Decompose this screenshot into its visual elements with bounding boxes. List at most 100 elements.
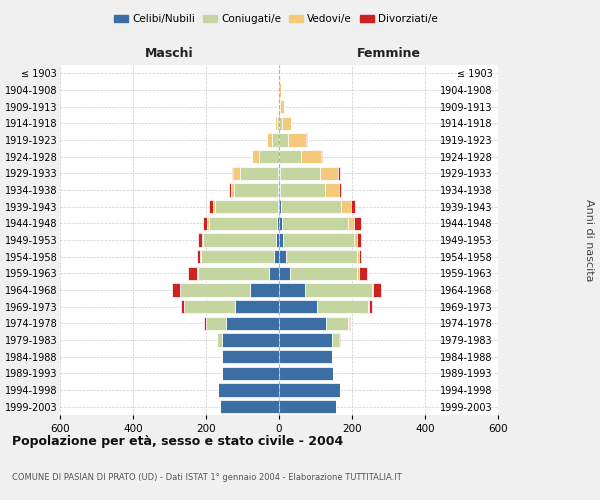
- Bar: [326, 316, 349, 330]
- Bar: [347, 216, 354, 230]
- Bar: [250, 284, 279, 296]
- Text: Maschi: Maschi: [145, 47, 194, 60]
- Bar: [358, 266, 359, 280]
- Bar: [288, 134, 307, 146]
- Bar: [251, 150, 253, 164]
- Bar: [279, 100, 280, 114]
- Bar: [279, 134, 288, 146]
- Bar: [275, 116, 277, 130]
- Bar: [279, 350, 332, 364]
- Bar: [279, 316, 326, 330]
- Bar: [276, 234, 279, 246]
- Bar: [279, 216, 282, 230]
- Bar: [220, 400, 279, 413]
- Bar: [226, 316, 279, 330]
- Bar: [282, 116, 291, 130]
- Bar: [200, 250, 201, 264]
- Bar: [279, 266, 290, 280]
- Bar: [359, 250, 361, 264]
- Bar: [274, 250, 279, 264]
- Bar: [373, 284, 381, 296]
- Bar: [332, 334, 339, 346]
- Bar: [259, 150, 279, 164]
- Bar: [359, 266, 367, 280]
- Bar: [231, 184, 235, 196]
- Bar: [279, 184, 280, 196]
- Bar: [212, 200, 215, 213]
- Bar: [209, 216, 277, 230]
- Bar: [277, 116, 279, 130]
- Bar: [281, 200, 341, 213]
- Bar: [279, 366, 333, 380]
- Bar: [301, 150, 321, 164]
- Bar: [357, 250, 359, 264]
- Bar: [278, 184, 279, 196]
- Bar: [351, 200, 355, 213]
- Bar: [280, 184, 325, 196]
- Bar: [172, 284, 180, 296]
- Bar: [235, 300, 279, 314]
- Bar: [317, 300, 368, 314]
- Bar: [253, 150, 259, 164]
- Bar: [354, 216, 361, 230]
- Bar: [269, 266, 279, 280]
- Bar: [338, 166, 340, 180]
- Bar: [282, 216, 347, 230]
- Bar: [209, 200, 212, 213]
- Bar: [279, 166, 280, 180]
- Bar: [203, 216, 208, 230]
- Bar: [279, 334, 332, 346]
- Text: Anni di nascita: Anni di nascita: [584, 198, 594, 281]
- Bar: [277, 216, 279, 230]
- Bar: [339, 184, 341, 196]
- Bar: [325, 184, 339, 196]
- Bar: [279, 66, 280, 80]
- Bar: [217, 334, 223, 346]
- Bar: [279, 116, 282, 130]
- Bar: [223, 366, 279, 380]
- Bar: [286, 250, 357, 264]
- Bar: [369, 300, 373, 314]
- Bar: [358, 234, 361, 246]
- Text: Popolazione per età, sesso e stato civile - 2004: Popolazione per età, sesso e stato civil…: [12, 435, 343, 448]
- Bar: [320, 166, 338, 180]
- Bar: [184, 300, 235, 314]
- Bar: [280, 84, 281, 96]
- Bar: [240, 166, 278, 180]
- Bar: [278, 166, 279, 180]
- Bar: [280, 100, 284, 114]
- Bar: [278, 100, 279, 114]
- Bar: [278, 200, 279, 213]
- Bar: [279, 150, 301, 164]
- Bar: [203, 234, 276, 246]
- Bar: [349, 316, 350, 330]
- Bar: [268, 134, 272, 146]
- Text: Femmine: Femmine: [356, 47, 421, 60]
- Bar: [223, 334, 279, 346]
- Bar: [280, 166, 320, 180]
- Bar: [206, 316, 226, 330]
- Bar: [341, 200, 351, 213]
- Bar: [208, 216, 209, 230]
- Bar: [181, 284, 250, 296]
- Bar: [233, 166, 240, 180]
- Bar: [279, 400, 335, 413]
- Bar: [279, 300, 317, 314]
- Bar: [197, 234, 202, 246]
- Bar: [229, 184, 231, 196]
- Bar: [215, 200, 278, 213]
- Bar: [279, 284, 305, 296]
- Bar: [204, 316, 206, 330]
- Bar: [290, 266, 358, 280]
- Bar: [223, 350, 279, 364]
- Bar: [279, 234, 283, 246]
- Bar: [181, 300, 184, 314]
- Bar: [354, 234, 358, 246]
- Bar: [197, 266, 269, 280]
- Legend: Celibi/Nubili, Coniugati/e, Vedovi/e, Divorziati/e: Celibi/Nubili, Coniugati/e, Vedovi/e, Di…: [110, 10, 442, 29]
- Bar: [279, 250, 286, 264]
- Bar: [218, 384, 279, 396]
- Bar: [232, 166, 233, 180]
- Bar: [321, 150, 322, 164]
- Bar: [272, 134, 279, 146]
